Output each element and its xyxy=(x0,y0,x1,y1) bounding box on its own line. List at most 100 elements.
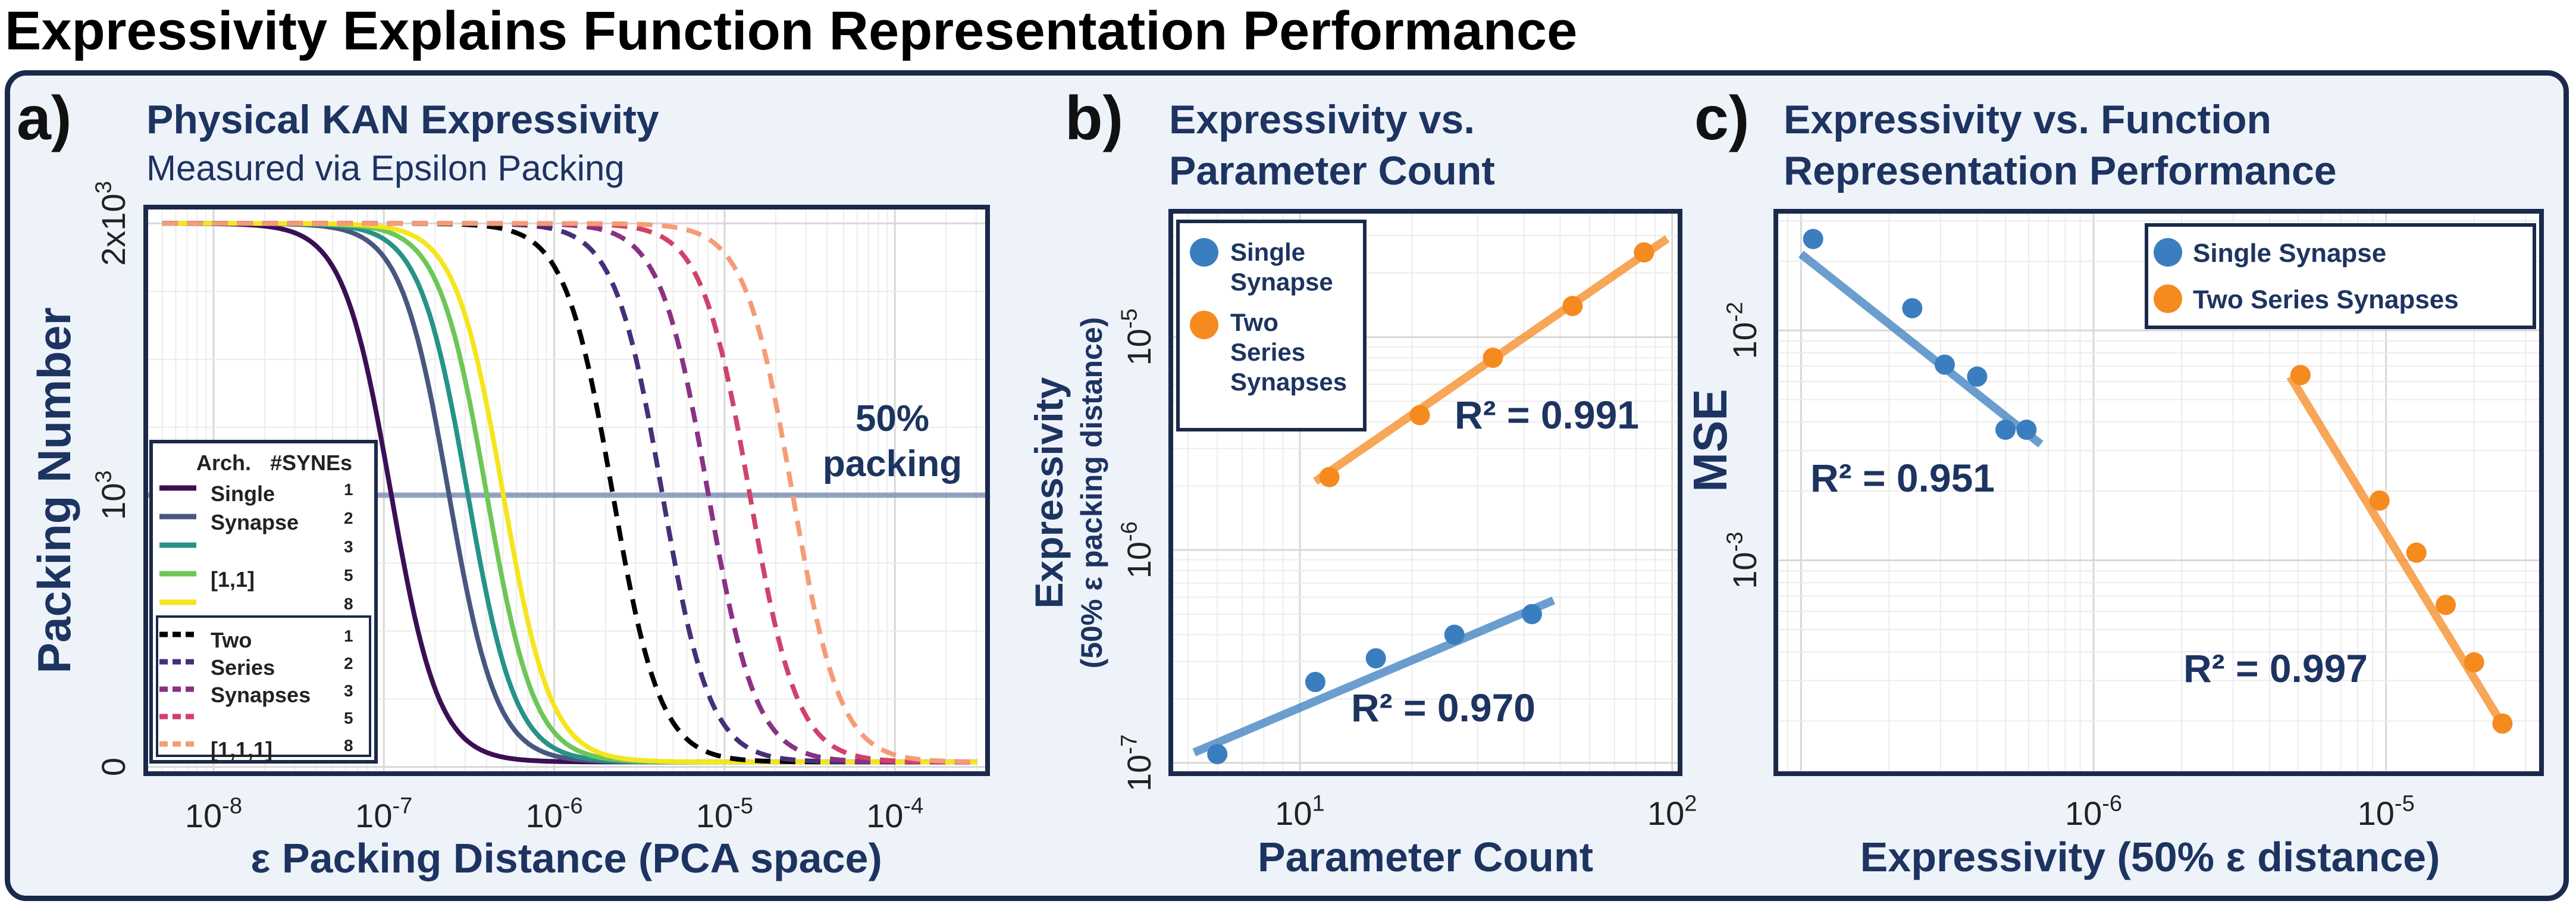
panel-a-legend-count: 8 xyxy=(344,736,353,755)
panel-a-legend-count: 8 xyxy=(344,595,353,613)
panel-b-point-series xyxy=(1409,405,1430,426)
panel-a-title: Physical KAN Expressivity xyxy=(146,97,659,142)
panel-a-legend-count: 5 xyxy=(344,709,353,727)
panel-b-fit-single xyxy=(1192,596,1556,756)
panel-a-legend-count: 2 xyxy=(344,509,353,527)
panel-b-r2-orange: R² = 0.991 xyxy=(1455,393,1639,437)
panel-b-r2-blue: R² = 0.970 xyxy=(1351,686,1535,730)
panel-c-point-series xyxy=(2436,595,2456,615)
panel-a-xtick-label: 10-7 xyxy=(355,793,412,834)
panel-c-xlabel: Expressivity (50% ε distance) xyxy=(1860,834,2440,880)
panel-a-legend-count: 1 xyxy=(344,480,353,499)
panel-a-50pct-label: 50% xyxy=(855,398,929,439)
panel-a-plot-border xyxy=(143,205,990,776)
panel-c-ylabel: MSE xyxy=(1684,389,1737,492)
panel-b-legend-label: Two xyxy=(1230,308,1278,336)
panel-b-point-series xyxy=(1319,467,1340,487)
panel-a-xtick-label: 10-4 xyxy=(866,793,923,834)
panel-c-r2-blue: R² = 0.951 xyxy=(1810,456,1995,500)
panel-a-xtick-label: 10-8 xyxy=(185,793,242,834)
panel-a-legend-count: 5 xyxy=(344,566,353,584)
panel-b-letter: b) xyxy=(1065,84,1124,153)
panel-b-point-single xyxy=(1207,744,1228,765)
panel-b-legend-swatch-single xyxy=(1190,238,1218,267)
panel-a-legend-count: 2 xyxy=(344,654,353,673)
panel-a-subtitle: Measured via Epsilon Packing xyxy=(146,148,625,188)
panel-b-legend-label: Single xyxy=(1230,238,1305,266)
panel-c-xtick-label: 10-6 xyxy=(2065,791,2122,832)
panel-c-point-series xyxy=(2369,490,2390,511)
panel-a-ylabel: Packing Number xyxy=(28,307,80,674)
panel-c-point-single xyxy=(2016,420,2037,440)
panel-c-point-single xyxy=(1967,366,1988,387)
figure-title: Expressivity Explains Function Represent… xyxy=(5,1,1578,61)
panel-b-xlabel: Parameter Count xyxy=(1258,834,1593,880)
panel-b-point-single xyxy=(1444,624,1465,645)
panel-c-legend-box xyxy=(2145,223,2536,329)
panel-a-ytick-label: 2x103 xyxy=(91,181,132,266)
panel-b-point-series xyxy=(1634,242,1654,263)
panel-b-point-series xyxy=(1483,348,1503,368)
panel-c-xtick-label: 10-5 xyxy=(2358,791,2415,832)
panel-a-packing-label: packing xyxy=(823,443,962,484)
panel-a-xlabel: ε Packing Distance (PCA space) xyxy=(250,835,882,881)
panel-b-title-line2: Parameter Count xyxy=(1169,148,1495,193)
panel-b-legend-label: Synapse xyxy=(1230,268,1333,296)
panel-a-xtick-label: 10-6 xyxy=(526,793,583,834)
panel-c-ytick-label: 10-3 xyxy=(1722,531,1763,589)
panel-c-point-series xyxy=(2464,652,2484,673)
panel-b-ylabel-line1: Expressivity xyxy=(1027,377,1071,608)
panel-a-legend-count: 3 xyxy=(344,681,353,700)
panel-c-title-line1: Expressivity vs. Function xyxy=(1784,97,2272,142)
panel-b-point-series xyxy=(1562,296,1583,317)
panel-c-point-single xyxy=(1803,229,1823,249)
panel-b-ylabel-line2: (50% ε packing distance) xyxy=(1075,317,1108,669)
panel-b-plot-border xyxy=(1168,209,1682,776)
panel-a-legend-label: Synapses xyxy=(211,683,311,707)
panel-a-legend-count: 1 xyxy=(344,627,353,645)
panel-a-ytick-label: 0 xyxy=(95,758,132,776)
panel-a-legend-label: Two xyxy=(211,628,252,652)
panel-a-legend-subbox xyxy=(156,615,371,757)
panel-a-legend-label: [1,1] xyxy=(211,567,255,592)
panel-c-point-single xyxy=(1934,354,1955,375)
panel-b-ytick-label: 10-5 xyxy=(1117,308,1158,365)
panel-a-xtick-label: 10-5 xyxy=(696,793,753,834)
panel-c-point-series xyxy=(2290,365,2311,386)
panel-b-point-single xyxy=(1305,671,1325,692)
panel-a-legend-label: Single xyxy=(211,481,275,506)
panel-a-curve-series-8 xyxy=(162,221,977,764)
panel-c-point-single xyxy=(1995,420,2016,440)
panel-c-r2-orange: R² = 0.997 xyxy=(2183,646,2368,690)
panel-c-ytick-label: 10-2 xyxy=(1722,302,1763,359)
panel-c-point-series xyxy=(2492,713,2513,734)
panel-b-legend-label: Synapses xyxy=(1230,368,1347,396)
panel-a-ytick-label: 103 xyxy=(91,470,132,520)
panel-a-legend-header-arch: Arch. xyxy=(196,451,251,475)
panel-a-legend-header-synes: #SYNEs xyxy=(270,451,352,475)
panel-c-legend-label: Two Series Synapses xyxy=(2193,285,2459,314)
panel-c-point-series xyxy=(2406,542,2427,563)
panel-a-legend-label: Synapse xyxy=(211,510,299,534)
panel-a-letter: a) xyxy=(17,84,72,153)
panel-b-point-single xyxy=(1521,603,1542,624)
panel-c-point-single xyxy=(1902,298,1923,318)
panel-b-title-line1: Expressivity vs. xyxy=(1169,97,1475,142)
panel-c-plot-border xyxy=(1773,209,2544,776)
panel-c-legend-swatch-series xyxy=(2154,284,2182,313)
panel-a-legend-label: [1,1,1] xyxy=(211,737,272,762)
panel-b-xtick-label: 102 xyxy=(1647,791,1697,832)
panel-a-legend-count: 3 xyxy=(344,537,353,556)
panel-c-legend-swatch-single xyxy=(2154,238,2182,267)
panel-c-letter: c) xyxy=(1694,84,1750,153)
panel-c-title-line2: Representation Performance xyxy=(1784,148,2337,193)
panel-b-point-single xyxy=(1365,648,1386,669)
panel-a-legend-label: Series xyxy=(211,655,275,680)
panel-b-xtick-label: 101 xyxy=(1275,791,1324,832)
panel-c-legend-label: Single Synapse xyxy=(2193,239,2386,268)
panel-b-ytick-label: 10-6 xyxy=(1117,521,1158,578)
panel-b-legend-label: Series xyxy=(1230,338,1305,366)
panel-b-ytick-label: 10-7 xyxy=(1117,734,1158,792)
panel-b-legend-swatch-series xyxy=(1190,311,1218,339)
